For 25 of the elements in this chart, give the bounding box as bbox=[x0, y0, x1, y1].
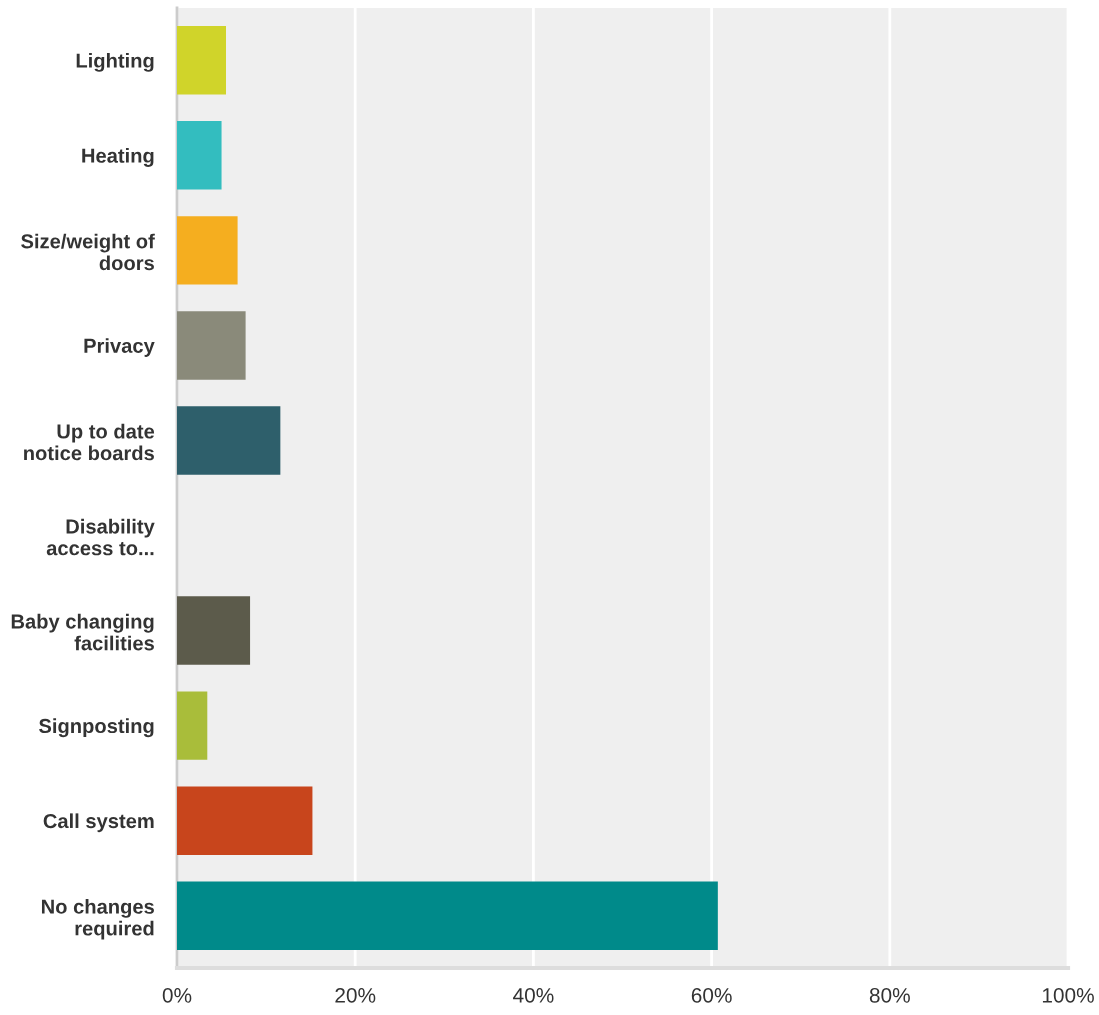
y-tick-label: Up to date notice boards bbox=[24, 423, 155, 461]
y-tick-label: Lighting bbox=[76, 52, 154, 72]
y-tick-label: Privacy bbox=[84, 338, 155, 357]
bar bbox=[177, 26, 226, 95]
y-tick-label: Signposting bbox=[39, 718, 154, 738]
y-tick-label: Heating bbox=[82, 148, 154, 167]
bar bbox=[177, 691, 208, 760]
x-tick-label: 60% bbox=[691, 987, 732, 1003]
bar bbox=[177, 881, 718, 950]
x-tick-label: 40% bbox=[513, 987, 554, 1003]
y-tick-label: Disability access to... bbox=[46, 518, 155, 556]
y-tick-label: No changes required bbox=[41, 898, 154, 940]
bar bbox=[177, 786, 313, 855]
bar bbox=[177, 121, 222, 190]
x-tick-label: 20% bbox=[335, 987, 376, 1003]
y-tick-label: Size/weight of doors bbox=[21, 233, 155, 271]
y-tick-label: Baby changing facilities bbox=[11, 613, 154, 651]
bar bbox=[177, 406, 281, 475]
bar bbox=[177, 596, 251, 665]
x-tick-label: 100% bbox=[1042, 987, 1094, 1003]
x-tick-label: 0% bbox=[162, 987, 192, 1003]
x-tick-label: 80% bbox=[869, 987, 910, 1003]
bar bbox=[177, 311, 246, 380]
y-tick-label: Call system bbox=[43, 813, 154, 833]
bar bbox=[177, 216, 238, 285]
